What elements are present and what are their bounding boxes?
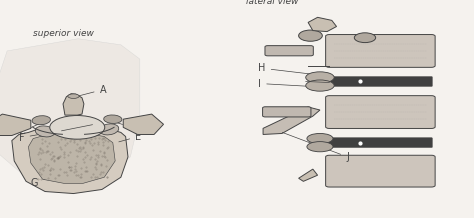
- FancyBboxPatch shape: [326, 34, 435, 67]
- Polygon shape: [263, 107, 320, 135]
- Ellipse shape: [104, 115, 122, 123]
- FancyBboxPatch shape: [326, 96, 435, 128]
- FancyBboxPatch shape: [328, 77, 432, 86]
- Polygon shape: [63, 94, 84, 115]
- Text: I: I: [258, 78, 311, 89]
- Ellipse shape: [307, 142, 333, 152]
- Circle shape: [50, 116, 105, 139]
- Text: C: C: [19, 123, 40, 136]
- Text: D: D: [115, 122, 136, 132]
- FancyBboxPatch shape: [265, 46, 313, 56]
- Text: lateral view: lateral view: [246, 0, 299, 6]
- Text: B: B: [0, 217, 1, 218]
- FancyBboxPatch shape: [328, 138, 432, 148]
- Text: G: G: [31, 170, 66, 188]
- Text: A: A: [78, 85, 106, 96]
- Ellipse shape: [99, 124, 119, 135]
- Polygon shape: [0, 114, 31, 136]
- Ellipse shape: [32, 116, 50, 125]
- Polygon shape: [0, 39, 140, 187]
- Polygon shape: [308, 17, 337, 32]
- Text: superior view: superior view: [33, 29, 94, 37]
- FancyBboxPatch shape: [326, 155, 435, 187]
- Ellipse shape: [299, 30, 322, 41]
- FancyBboxPatch shape: [263, 107, 311, 117]
- Text: F: F: [19, 133, 42, 143]
- Ellipse shape: [307, 133, 333, 144]
- Ellipse shape: [306, 80, 334, 91]
- Text: H: H: [258, 63, 311, 74]
- Text: J: J: [282, 132, 349, 162]
- Polygon shape: [28, 135, 115, 183]
- Polygon shape: [299, 169, 318, 181]
- Ellipse shape: [354, 33, 375, 43]
- Ellipse shape: [68, 94, 79, 98]
- Polygon shape: [123, 114, 164, 135]
- Ellipse shape: [306, 72, 334, 83]
- Polygon shape: [12, 128, 128, 194]
- Text: E: E: [119, 131, 141, 142]
- Ellipse shape: [35, 126, 55, 137]
